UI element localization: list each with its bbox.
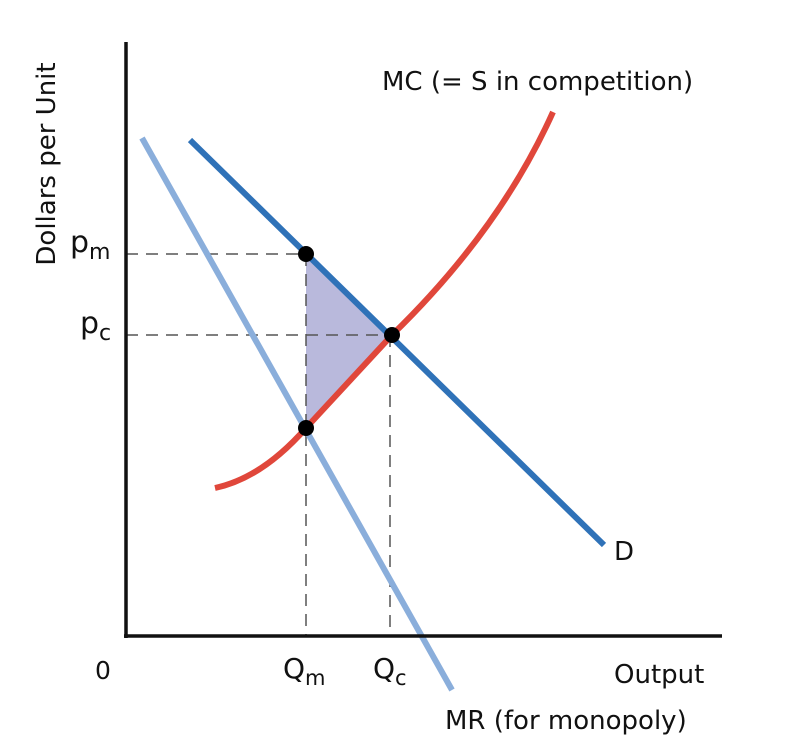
pm-subscript: m: [89, 240, 110, 265]
qm-subscript: m: [305, 666, 325, 690]
qc-label: Qc: [373, 652, 407, 690]
demand-curve: [187, 137, 607, 548]
mc-curve: [214, 110, 556, 491]
mc-curve-label: MC (= S in competition): [382, 67, 693, 97]
pc-main: p: [80, 306, 99, 341]
guide-lines: [126, 253, 392, 636]
qc-main: Q: [373, 652, 395, 685]
y-axis-label: Dollars per Unit: [32, 62, 62, 265]
x-axis-label: Output: [614, 660, 704, 690]
pc-label: pc: [80, 306, 111, 346]
monopoly-price-point: [298, 246, 314, 262]
origin-label: 0: [95, 656, 111, 685]
qc-subscript: c: [395, 666, 407, 690]
monopoly-mc-point: [298, 420, 314, 436]
qm-main: Q: [283, 652, 305, 685]
mr-curve: [139, 136, 455, 692]
competitive-equilibrium-point: [384, 327, 400, 343]
pm-main: p: [70, 225, 89, 260]
mr-curve-label: MR (for monopoly): [445, 706, 687, 736]
pm-label: pm: [70, 225, 110, 265]
axes: [124, 42, 722, 638]
qm-label: Qm: [283, 652, 326, 690]
deadweight-loss-triangle: [306, 254, 392, 428]
demand-curve-label: D: [614, 537, 634, 567]
pc-subscript: c: [99, 321, 111, 346]
